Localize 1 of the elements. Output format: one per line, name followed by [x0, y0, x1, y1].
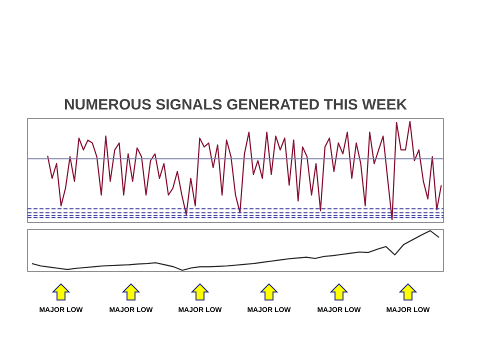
- chart-title: NUMEROUS SIGNALS GENERATED THIS WEEK: [64, 96, 408, 114]
